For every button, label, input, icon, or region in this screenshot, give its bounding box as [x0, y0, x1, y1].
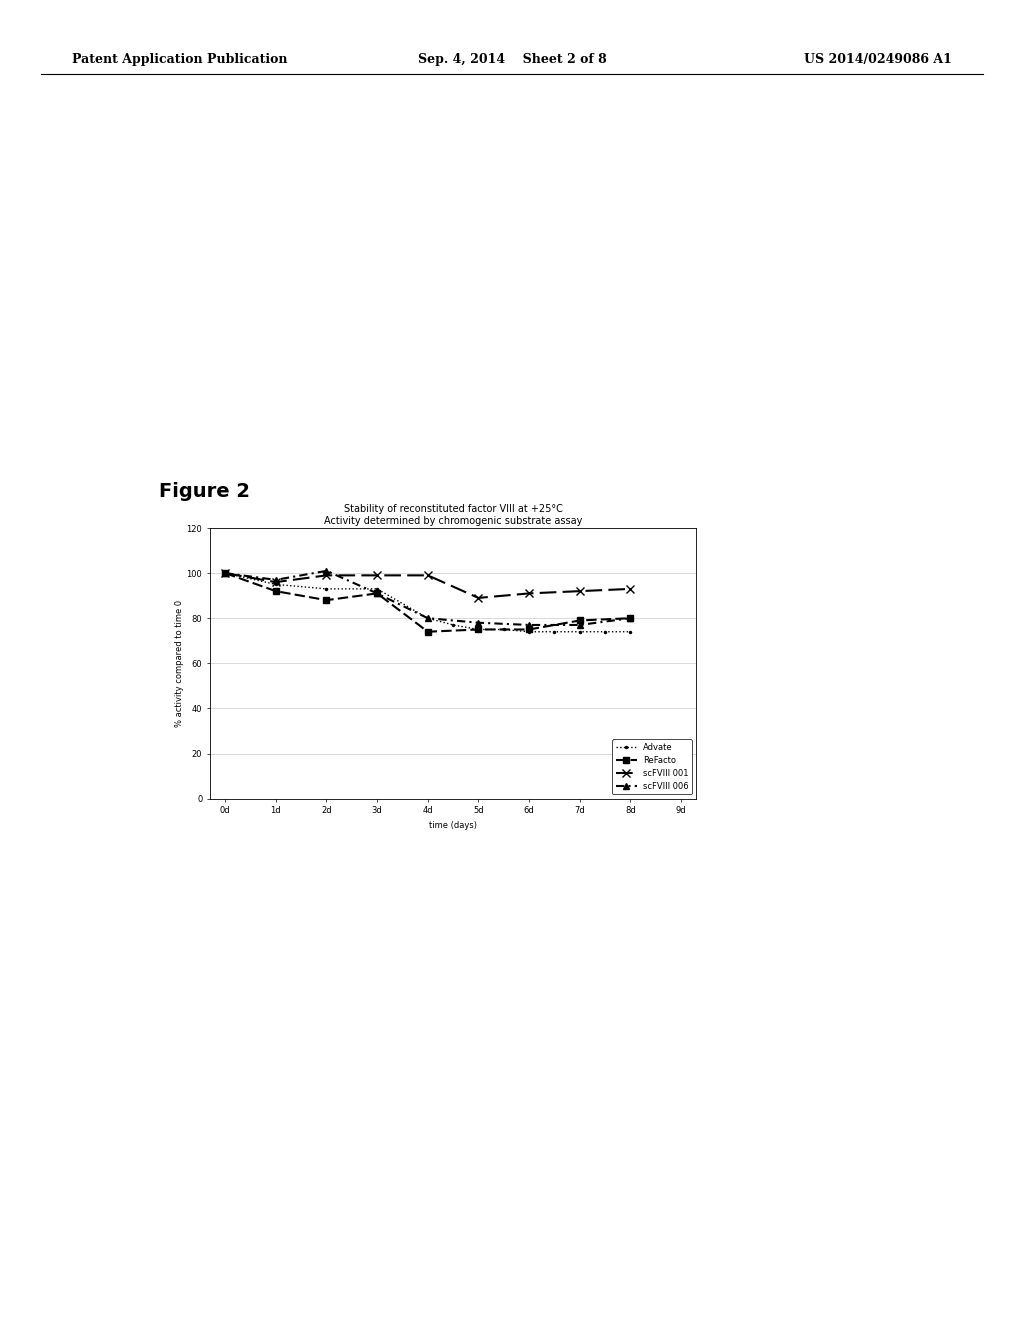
Advate [446, 616, 459, 632]
Line: scFVIII 001: scFVIII 001 [221, 569, 635, 602]
ReFacto [269, 583, 282, 599]
Text: Patent Application Publication: Patent Application Publication [72, 53, 287, 66]
scFVIII 001 [625, 581, 637, 597]
Text: Figure 2: Figure 2 [159, 482, 250, 500]
scFVIII 001 [269, 574, 282, 590]
Advate [573, 624, 586, 640]
Line: ReFacto: ReFacto [222, 570, 633, 635]
Advate [371, 581, 383, 597]
scFVIII 006 [523, 616, 536, 632]
Legend: Advate, ReFacto, scFVIII 001, scFVIII 006: Advate, ReFacto, scFVIII 001, scFVIII 00… [612, 739, 692, 795]
Advate [498, 622, 510, 638]
ReFacto [573, 612, 586, 628]
Line: scFVIII 006: scFVIII 006 [222, 568, 633, 628]
scFVIII 001 [371, 568, 383, 583]
ReFacto [321, 593, 333, 609]
scFVIII 006 [573, 616, 586, 632]
Advate [523, 624, 536, 640]
scFVIII 001 [219, 565, 231, 581]
X-axis label: time (days): time (days) [429, 821, 477, 830]
scFVIII 006 [422, 610, 434, 626]
ReFacto [523, 622, 536, 638]
Advate [625, 624, 637, 640]
ReFacto [219, 565, 231, 581]
Advate [422, 610, 434, 626]
scFVIII 001 [472, 590, 484, 606]
Y-axis label: % activity compared to time 0: % activity compared to time 0 [175, 599, 183, 727]
Text: Sep. 4, 2014    Sheet 2 of 8: Sep. 4, 2014 Sheet 2 of 8 [418, 53, 606, 66]
Advate [548, 624, 560, 640]
scFVIII 001 [422, 568, 434, 583]
scFVIII 006 [625, 610, 637, 626]
Title: Stability of reconstituted factor VIII at +25°C
Activity determined by chromogen: Stability of reconstituted factor VIII a… [324, 504, 583, 525]
ReFacto [371, 586, 383, 602]
Advate [472, 622, 484, 638]
Advate [321, 581, 333, 597]
ReFacto [625, 610, 637, 626]
Advate [599, 624, 611, 640]
Text: US 2014/0249086 A1: US 2014/0249086 A1 [805, 53, 952, 66]
scFVIII 006 [321, 562, 333, 578]
scFVIII 001 [321, 568, 333, 583]
Advate [219, 565, 231, 581]
Line: Advate: Advate [223, 572, 633, 634]
scFVIII 001 [523, 586, 536, 602]
ReFacto [422, 624, 434, 640]
scFVIII 006 [472, 615, 484, 631]
scFVIII 006 [219, 565, 231, 581]
scFVIII 001 [573, 583, 586, 599]
scFVIII 006 [269, 572, 282, 587]
scFVIII 006 [371, 586, 383, 602]
Advate [269, 577, 282, 593]
ReFacto [472, 622, 484, 638]
